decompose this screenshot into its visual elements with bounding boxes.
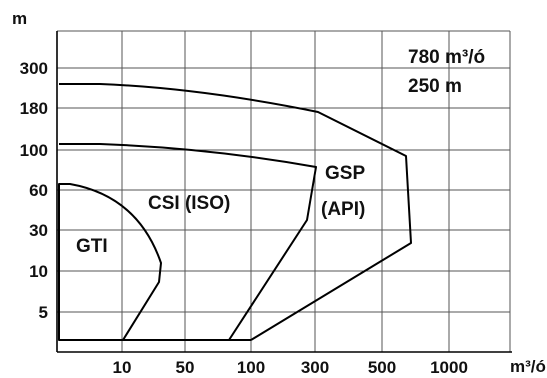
y-tick-label: 10 xyxy=(29,262,48,281)
gti-envelope xyxy=(58,183,162,341)
x-tick-label: 300 xyxy=(301,358,329,377)
y-tick-label: 60 xyxy=(29,181,48,200)
x-tick-label: 50 xyxy=(176,358,195,377)
y-tick-labels: 300 180 100 60 30 10 5 xyxy=(20,59,48,322)
x-tick-label: 10 xyxy=(113,358,132,377)
gsp-label-line2: (API) xyxy=(321,199,365,220)
y-axis-label: m xyxy=(12,9,27,28)
y-tick-label: 180 xyxy=(20,99,48,118)
csi-envelope xyxy=(59,143,317,341)
gti-label: GTI xyxy=(76,236,108,257)
y-tick-label: 100 xyxy=(20,141,48,160)
x-tick-label: 1000 xyxy=(430,358,468,377)
x-tick-label: 500 xyxy=(368,358,396,377)
gsp-label-line1: GSP xyxy=(325,163,365,184)
x-axis-label: m³/ó xyxy=(510,357,546,376)
grid xyxy=(57,30,511,352)
y-tick-label: 300 xyxy=(20,59,48,78)
x-tick-label: 100 xyxy=(237,358,265,377)
csi-label: CSI (ISO) xyxy=(148,193,230,214)
gsp-envelope xyxy=(59,83,412,341)
y-tick-label: 5 xyxy=(39,303,48,322)
x-tick-labels: 10 50 100 300 500 1000 xyxy=(113,358,468,377)
spec-head-annotation: 250 m xyxy=(408,76,462,97)
y-tick-label: 30 xyxy=(29,221,48,240)
spec-flow-annotation: 780 m³/ó xyxy=(408,47,485,68)
